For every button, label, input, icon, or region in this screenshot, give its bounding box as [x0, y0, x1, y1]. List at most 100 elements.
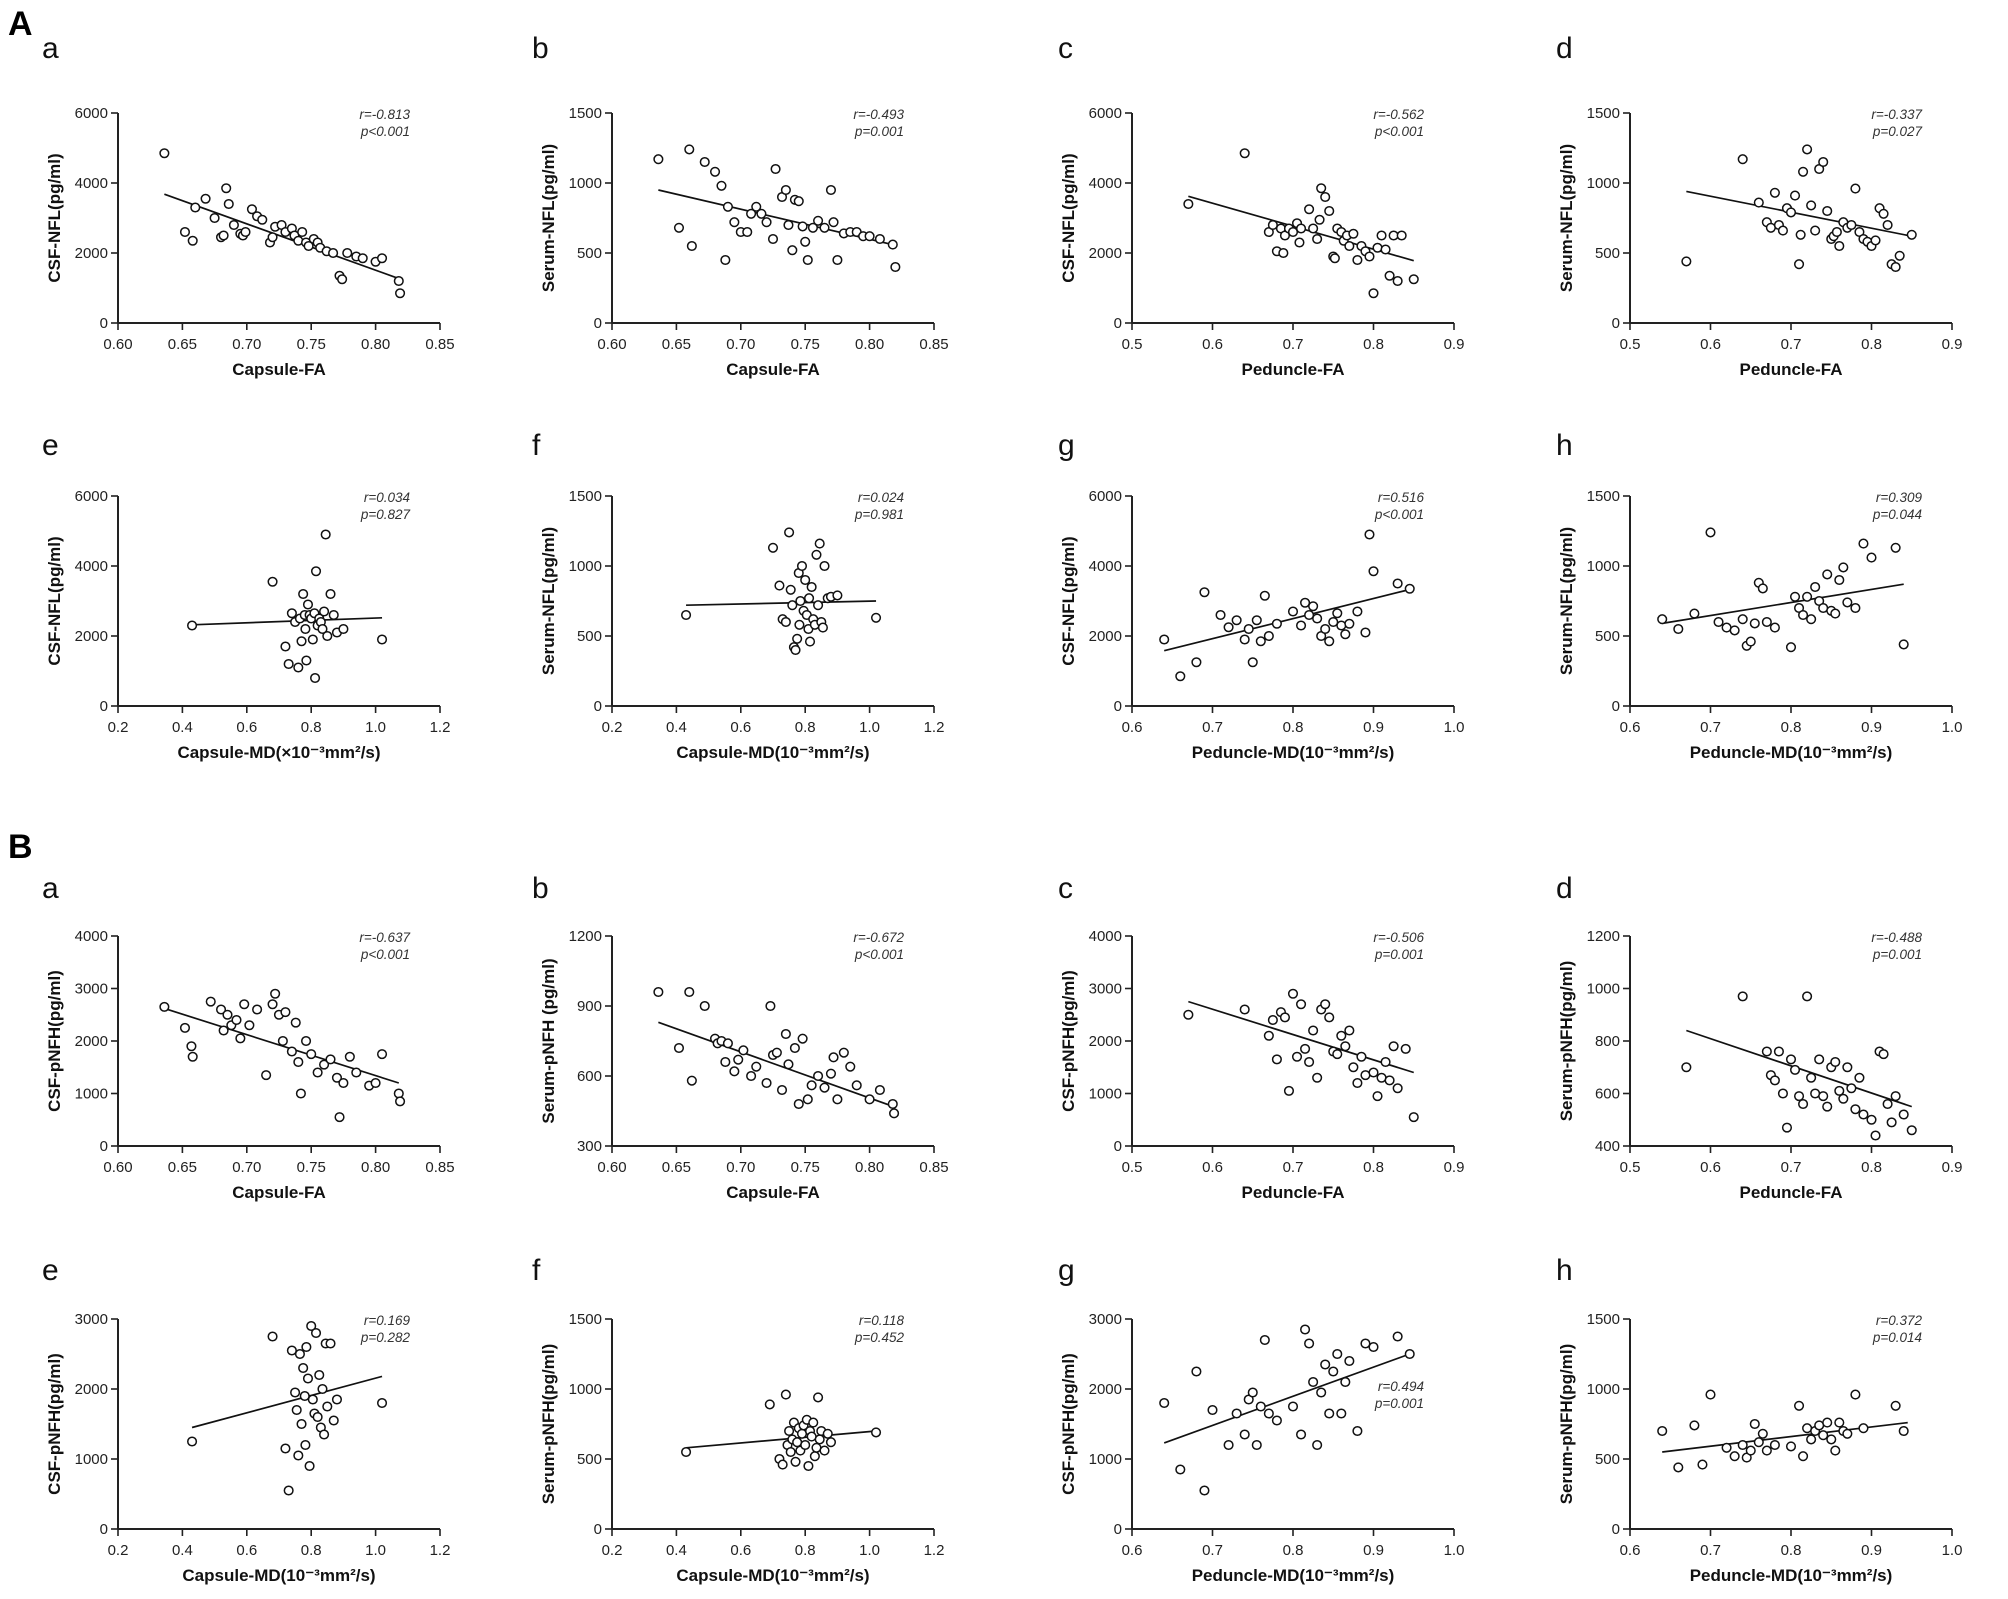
data-point [1312, 233, 1323, 245]
data-point [1344, 1025, 1355, 1036]
data-point [794, 619, 805, 630]
x-tick-label: 0.6 [1202, 336, 1223, 353]
data-point [337, 274, 348, 285]
y-axis-title: Serum-pNFH(pg/ml) [1557, 1344, 1576, 1505]
x-tick-label: 1.2 [924, 719, 945, 736]
x-axis-title: Capsule-MD(10⁻³mm²/s) [182, 1566, 375, 1585]
data-point [159, 1001, 170, 1012]
y-tick-label: 4000 [1089, 928, 1122, 945]
data-point [231, 1014, 242, 1026]
data-point [1368, 1341, 1379, 1353]
data-point [845, 1061, 856, 1072]
x-tick-label: 0.8 [1363, 336, 1384, 353]
x-tick-label: 0.6 [1620, 719, 1641, 736]
data-point [1777, 1088, 1788, 1099]
y-tick-label: 900 [577, 998, 602, 1015]
correlation-p: p=0.001 [1374, 1396, 1424, 1411]
data-point [283, 658, 294, 670]
data-point [1878, 1049, 1889, 1060]
data-point [1392, 578, 1403, 589]
data-point [1296, 1429, 1307, 1440]
y-tick-label: 1000 [569, 558, 602, 575]
data-point [1689, 1420, 1700, 1431]
data-point [1263, 1408, 1274, 1419]
data-point [304, 1460, 315, 1472]
data-point [1324, 205, 1335, 217]
data-point [1360, 1338, 1371, 1349]
panel-letter: h [1556, 429, 1573, 462]
data-point [1368, 566, 1379, 577]
y-tick-label: 0 [1114, 315, 1122, 332]
data-point [832, 254, 843, 266]
data-point [681, 609, 692, 621]
y-tick-label: 2000 [75, 245, 108, 262]
data-point [795, 595, 806, 607]
data-point [720, 1056, 731, 1068]
y-axis-title: Serum-NFL(pg/ml) [1557, 144, 1576, 292]
data-point [814, 538, 825, 549]
data-point [699, 1000, 710, 1012]
data-point [286, 608, 297, 619]
data-point [267, 576, 278, 587]
y-tick-label: 0 [100, 1521, 108, 1538]
x-tick-label: 0.5 [1122, 336, 1143, 353]
data-point [240, 226, 251, 238]
x-tick-label: 0.80 [361, 1159, 390, 1176]
data-point [295, 1088, 306, 1099]
data-point [889, 1108, 900, 1119]
data-point [261, 1070, 272, 1081]
data-point [890, 261, 901, 273]
y-tick-label: 500 [577, 1451, 602, 1468]
data-point [1753, 1437, 1764, 1448]
data-point [296, 636, 307, 647]
panel-letter: d [1556, 32, 1573, 65]
data-point [1749, 1418, 1760, 1430]
data-point [825, 184, 837, 196]
data-point [790, 644, 801, 656]
x-tick-label: 0.9 [1444, 336, 1465, 353]
data-point [1271, 1415, 1282, 1426]
data-point [1300, 597, 1311, 608]
data-point [294, 1348, 305, 1360]
panel-letter: a [42, 872, 59, 905]
y-axis-title: CSF-NFL(pg/ml) [1059, 536, 1078, 665]
x-tick-label: 0.8 [301, 1542, 322, 1559]
data-point [301, 655, 312, 666]
data-point [290, 1017, 301, 1028]
data-point [218, 230, 229, 241]
data-point [1757, 583, 1768, 594]
data-point [1789, 190, 1801, 201]
data-point [1705, 527, 1716, 538]
y-tick-label: 0 [594, 1521, 602, 1538]
data-point [1320, 1359, 1331, 1370]
x-tick-label: 0.4 [666, 719, 687, 736]
data-point [1818, 156, 1829, 168]
data-point [1175, 1464, 1186, 1475]
x-tick-label: 0.8 [301, 719, 322, 736]
y-tick-label: 2000 [1089, 1381, 1122, 1398]
data-point [1831, 226, 1842, 238]
x-tick-label: 0.60 [597, 336, 626, 353]
y-axis-title: Serum-NFL(pg/ml) [1557, 527, 1576, 675]
data-point [761, 1077, 772, 1089]
data-point [1175, 671, 1186, 682]
data-point [1689, 608, 1700, 619]
data-point [312, 1411, 323, 1423]
data-point [828, 217, 839, 228]
data-point [807, 222, 818, 233]
data-point [819, 1445, 830, 1456]
data-point [780, 616, 791, 628]
data-point [1380, 1056, 1391, 1068]
data-point [1846, 1083, 1857, 1094]
data-point [1737, 1439, 1748, 1451]
data-point [1697, 1459, 1708, 1470]
data-point [1239, 1429, 1250, 1440]
scatter-panel: d 0.5 0.6 0.7 0.8 0.9 0 500 1000 1500 Peduncle-FA S… [1556, 32, 1962, 379]
y-tick-label: 0 [100, 698, 108, 715]
data-point [1380, 244, 1391, 255]
x-tick-label: 0.85 [919, 1159, 948, 1176]
y-tick-label: 4000 [1089, 558, 1122, 575]
x-tick-label: 0.80 [855, 336, 884, 353]
y-tick-label: 0 [594, 315, 602, 332]
data-point [797, 1033, 808, 1044]
